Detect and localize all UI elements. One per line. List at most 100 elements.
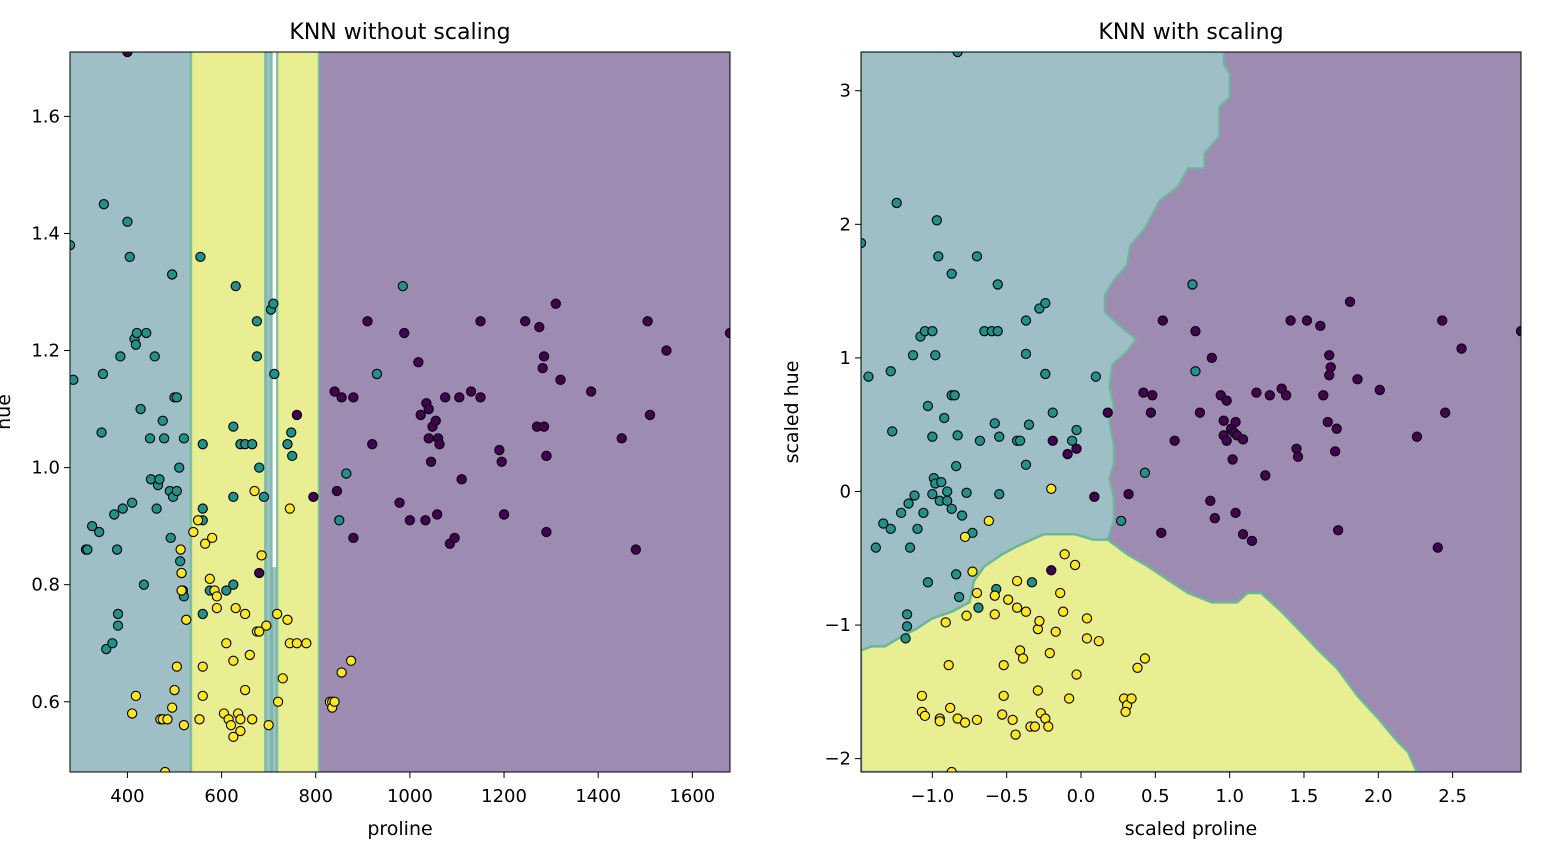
data-point-class0 [362, 316, 373, 327]
data-point-class1 [901, 609, 913, 620]
data-point-class2 [192, 515, 204, 526]
y-tick-label: 0.8 [31, 575, 60, 596]
data-point-class0 [644, 409, 656, 421]
y-tick-label: 1 [840, 348, 851, 369]
data-point-class1 [107, 638, 118, 649]
data-point-class1 [269, 368, 280, 380]
data-point-class0 [394, 497, 405, 508]
data-point-class1 [863, 371, 874, 382]
data-point-class0 [538, 421, 550, 432]
data-point-class1 [159, 433, 170, 444]
data-point-class2 [181, 614, 192, 625]
data-point-class1 [1040, 297, 1051, 309]
data-point-class0 [1330, 446, 1341, 457]
data-point-class2 [230, 602, 241, 614]
y-tick-label: 0.6 [31, 692, 60, 713]
data-point-class1 [961, 487, 972, 498]
data-point-class2 [207, 532, 218, 544]
data-point-class0 [1230, 416, 1241, 428]
data-point-class1 [950, 460, 962, 472]
chart-right: −1.0 −0.5 0.0 0.5 1.0 1.5 2.0 2.5 −2 −1 0 1 2 3 KNN … [781, 20, 1522, 840]
data-point-class0 [1047, 435, 1058, 446]
data-point-class1 [946, 503, 957, 514]
data-point-class0 [585, 386, 597, 397]
y-axis-left: 0.6 0.8 1.0 1.2 1.4 1.6 [31, 106, 70, 713]
data-point-class1 [1020, 315, 1032, 326]
data-point-class0 [494, 444, 505, 456]
data-point-class1 [927, 326, 938, 337]
data-point-class0 [642, 316, 653, 327]
decision-region-2 [265, 52, 272, 772]
data-point-class1 [885, 366, 896, 377]
data-point-class2 [946, 766, 957, 772]
data-point-class1 [112, 608, 124, 620]
data-point-class0 [454, 392, 465, 403]
data-point-class1 [942, 486, 953, 497]
data-point-class0 [1324, 350, 1335, 361]
data-point-class1 [936, 476, 947, 488]
data-point-class0 [423, 433, 434, 444]
data-point-class1 [895, 507, 907, 519]
data-point-class2 [126, 708, 138, 719]
x-tick-label: 600 [204, 786, 238, 807]
data-point-class2 [204, 573, 215, 584]
data-point-class2 [1081, 633, 1093, 644]
data-point-class1 [891, 197, 902, 209]
data-point-class2 [284, 503, 295, 514]
data-point-class0 [1156, 527, 1167, 539]
data-point-class2 [329, 696, 340, 707]
decision-regions-left [70, 52, 730, 772]
data-point-class0 [425, 456, 437, 467]
x-tick-label: −1.0 [910, 786, 954, 807]
data-point-class1 [341, 468, 352, 479]
data-point-class2 [1050, 626, 1061, 637]
data-point-class0 [1456, 343, 1467, 354]
data-point-class1 [1026, 577, 1038, 588]
data-point-class0 [537, 362, 548, 374]
data-point-class2 [989, 609, 1000, 620]
decision-region-class1 [861, 52, 1231, 772]
data-point-class2 [211, 591, 223, 602]
data-point-class0 [456, 474, 467, 485]
x-tick-label: 800 [299, 786, 333, 807]
data-point-class2 [1139, 653, 1151, 664]
data-point-class0 [1169, 435, 1180, 446]
data-point-class0 [331, 485, 343, 497]
data-point-class0 [498, 509, 510, 520]
data-point-class0 [475, 316, 486, 327]
data-point-class2 [1011, 575, 1023, 587]
data-point-class0 [367, 439, 378, 450]
data-point-class0 [1138, 387, 1149, 398]
data-point-class0 [399, 327, 410, 339]
data-point-class0 [420, 515, 431, 526]
plot-frame-left [69, 51, 731, 773]
data-point-class0 [434, 439, 445, 450]
data-point-class0 [616, 433, 627, 444]
data-point-class2 [130, 690, 142, 702]
data-point-class0 [432, 509, 443, 520]
data-point-class0 [520, 316, 531, 327]
data-point-class1 [989, 418, 1000, 429]
data-point-class2 [1011, 602, 1023, 613]
data-point-class0 [555, 374, 566, 385]
data-point-class0 [1318, 390, 1329, 401]
data-point-class0 [1089, 491, 1100, 502]
data-point-class1 [286, 427, 297, 438]
x-tick-label: 400 [110, 786, 144, 807]
data-point-class0 [1157, 315, 1168, 326]
data-point-class0 [1325, 362, 1336, 373]
data-point-class2 [197, 661, 208, 672]
data-point-class2 [1029, 721, 1041, 732]
data-point-class0 [1292, 451, 1304, 462]
data-point-class2 [1046, 483, 1057, 494]
decision-region-0 [70, 52, 191, 772]
data-point-class1 [949, 390, 960, 401]
data-point-class1 [900, 633, 911, 644]
data-point-class1 [922, 577, 934, 588]
data-point-class2 [301, 638, 312, 649]
data-point-class2 [959, 531, 971, 543]
data-point-class2 [1055, 587, 1066, 599]
data-point-class1 [131, 327, 142, 339]
data-point-class1 [230, 280, 241, 292]
